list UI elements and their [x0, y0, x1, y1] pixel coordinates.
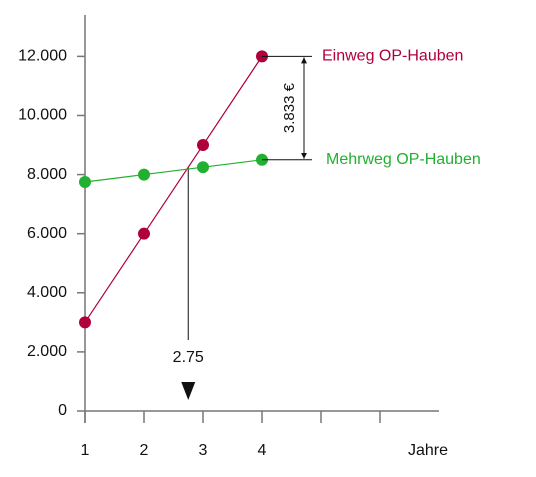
y-tick-label: 12.000 — [18, 48, 67, 65]
series-line — [84, 159, 263, 183]
x-tick-label: 4 — [258, 442, 267, 459]
data-point — [138, 168, 150, 181]
series-line — [84, 56, 263, 323]
y-tick-label: 2.000 — [27, 343, 67, 360]
y-tick-label: 0 — [58, 402, 67, 419]
data-point — [197, 161, 209, 174]
legend-label: Mehrweg OP-Hauben — [326, 151, 481, 168]
difference-label: 3.833 € — [281, 82, 298, 133]
y-tick-label: 6.000 — [27, 225, 67, 242]
data-point — [138, 227, 150, 240]
x-tick-label: 2 — [140, 442, 149, 459]
y-tick-label: 4.000 — [27, 284, 67, 301]
x-tick-label: 3 — [199, 442, 208, 459]
y-tick-label: 10.000 — [18, 107, 67, 124]
x-tick-label: 1 — [81, 442, 90, 459]
data-point — [197, 139, 209, 152]
data-point — [79, 175, 91, 188]
y-tick-label: 8.000 — [27, 166, 67, 183]
data-point — [79, 316, 91, 329]
intersection-label: 2.75 — [173, 349, 204, 366]
intersection-arrow — [181, 382, 196, 400]
x-axis-label: Jahre — [408, 442, 448, 459]
legend-label: Einweg OP-Hauben — [322, 48, 463, 65]
